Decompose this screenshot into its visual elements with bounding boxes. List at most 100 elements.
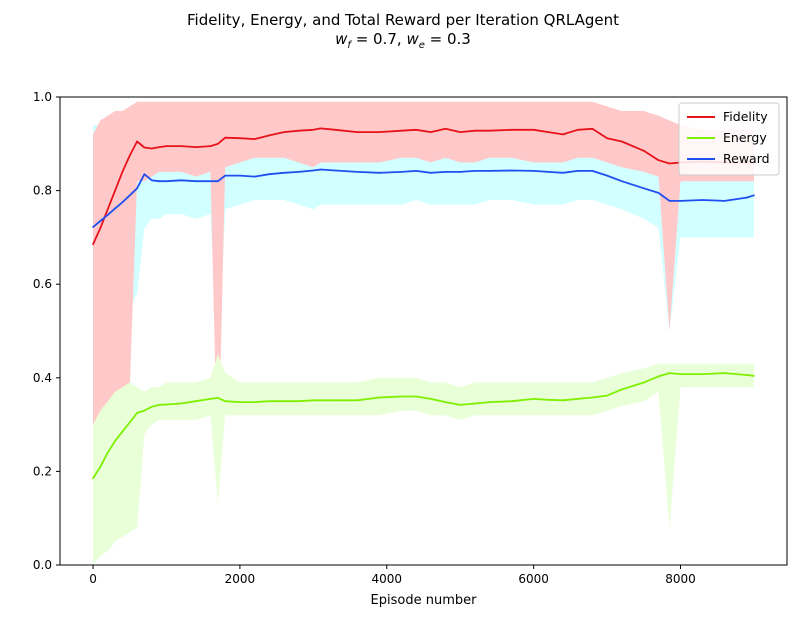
- data-point-energy: [106, 451, 109, 454]
- data-point-reward: [283, 172, 285, 174]
- data-point-fidelity: [378, 131, 381, 133]
- data-point-fidelity: [143, 146, 146, 149]
- data-point-energy: [151, 406, 153, 408]
- data-point-energy: [239, 401, 241, 403]
- data-point-energy: [679, 373, 682, 375]
- data-point-reward: [224, 174, 226, 177]
- data-point-reward: [532, 170, 535, 172]
- data-point-fidelity: [591, 128, 594, 130]
- data-point-fidelity: [165, 145, 168, 147]
- data-point-energy: [143, 409, 146, 412]
- data-point-fidelity: [657, 159, 660, 161]
- data-point-energy: [657, 375, 660, 378]
- legend-box: [678, 102, 780, 176]
- data-point-fidelity: [400, 129, 403, 132]
- data-point-energy: [488, 401, 491, 403]
- data-point-reward: [488, 170, 491, 172]
- data-point-reward: [209, 180, 212, 182]
- data-point-reward: [121, 201, 124, 204]
- y-tick-label: 1.0: [33, 90, 52, 104]
- data-point-energy: [474, 402, 476, 405]
- data-point-energy: [195, 400, 197, 403]
- data-point-reward: [319, 168, 322, 171]
- data-point-reward: [474, 170, 476, 172]
- data-point-reward: [92, 226, 94, 228]
- data-point-energy: [400, 395, 403, 398]
- data-point-reward: [668, 200, 671, 202]
- x-tick-label: 4000: [372, 572, 403, 586]
- subtitle-text: wf = 0.7, we = 0.3: [335, 30, 471, 51]
- data-point-fidelity: [268, 134, 271, 137]
- data-point-reward: [99, 220, 102, 222]
- data-point-energy: [99, 465, 102, 468]
- data-point-fidelity: [217, 143, 219, 145]
- data-point-fidelity: [668, 162, 671, 165]
- data-point-energy: [723, 372, 726, 374]
- y-tick-label: 0.6: [33, 277, 52, 291]
- line-layer: [92, 127, 755, 480]
- data-point-reward: [253, 175, 256, 178]
- data-point-energy: [158, 404, 160, 406]
- data-point-fidelity: [606, 137, 608, 139]
- data-point-fidelity: [547, 131, 550, 133]
- data-point-reward: [723, 200, 726, 202]
- data-point-reward: [562, 172, 564, 174]
- data-point-fidelity: [99, 227, 102, 229]
- data-point-energy: [415, 395, 418, 398]
- legend-label-fidelity: Fidelity: [723, 109, 768, 124]
- data-point-fidelity: [510, 129, 513, 131]
- data-point-reward: [415, 170, 418, 172]
- chart-subtitle: wf = 0.7, we = 0.3: [0, 30, 806, 51]
- data-point-energy: [297, 400, 300, 403]
- data-point-fidelity: [121, 171, 124, 173]
- data-point-energy: [224, 400, 226, 403]
- data-point-fidelity: [474, 129, 476, 132]
- data-point-reward: [151, 179, 153, 182]
- data-point-reward: [312, 169, 315, 172]
- data-point-reward: [591, 170, 594, 172]
- data-point-reward: [679, 200, 682, 202]
- data-point-reward: [547, 171, 550, 173]
- data-point-fidelity: [195, 146, 197, 148]
- data-point-reward: [510, 169, 513, 172]
- data-point-reward: [444, 171, 447, 173]
- data-point-fidelity: [356, 131, 359, 133]
- data-point-fidelity: [415, 129, 418, 131]
- data-point-fidelity: [136, 140, 138, 143]
- data-point-reward: [114, 207, 116, 210]
- data-point-energy: [334, 399, 337, 402]
- data-point-energy: [532, 398, 535, 400]
- data-point-reward: [158, 180, 160, 182]
- data-point-fidelity: [253, 138, 256, 140]
- plot-frame: [59, 96, 788, 566]
- y-axis: 0.0 0.2 0.4 0.6 0.8 1.0: [33, 90, 60, 572]
- data-point-energy: [668, 372, 671, 374]
- data-point-fidelity: [158, 146, 160, 148]
- data-point-reward: [143, 173, 146, 175]
- data-point-fidelity: [180, 145, 182, 147]
- data-point-reward: [576, 170, 579, 172]
- data-point-reward: [643, 187, 645, 190]
- data-point-fidelity: [92, 243, 94, 246]
- data-point-energy: [510, 400, 513, 403]
- data-point-fidelity: [562, 133, 564, 136]
- data-point-energy: [576, 398, 579, 400]
- data-point-fidelity: [224, 136, 226, 139]
- data-point-reward: [129, 194, 131, 197]
- data-point-reward: [136, 187, 138, 190]
- data-point-fidelity: [151, 147, 153, 150]
- data-point-fidelity: [319, 127, 322, 130]
- legend: Fidelity Energy Reward: [678, 102, 780, 176]
- data-point-energy: [643, 381, 645, 384]
- data-point-energy: [217, 397, 219, 399]
- data-point-reward: [621, 180, 623, 182]
- data-point-energy: [444, 401, 447, 403]
- data-point-reward: [217, 180, 219, 182]
- x-tick-label: 6000: [518, 572, 549, 586]
- data-point-energy: [606, 394, 608, 397]
- data-point-energy: [129, 421, 131, 424]
- data-point-fidelity: [106, 208, 109, 211]
- data-point-fidelity: [532, 129, 535, 131]
- data-point-reward: [701, 199, 704, 201]
